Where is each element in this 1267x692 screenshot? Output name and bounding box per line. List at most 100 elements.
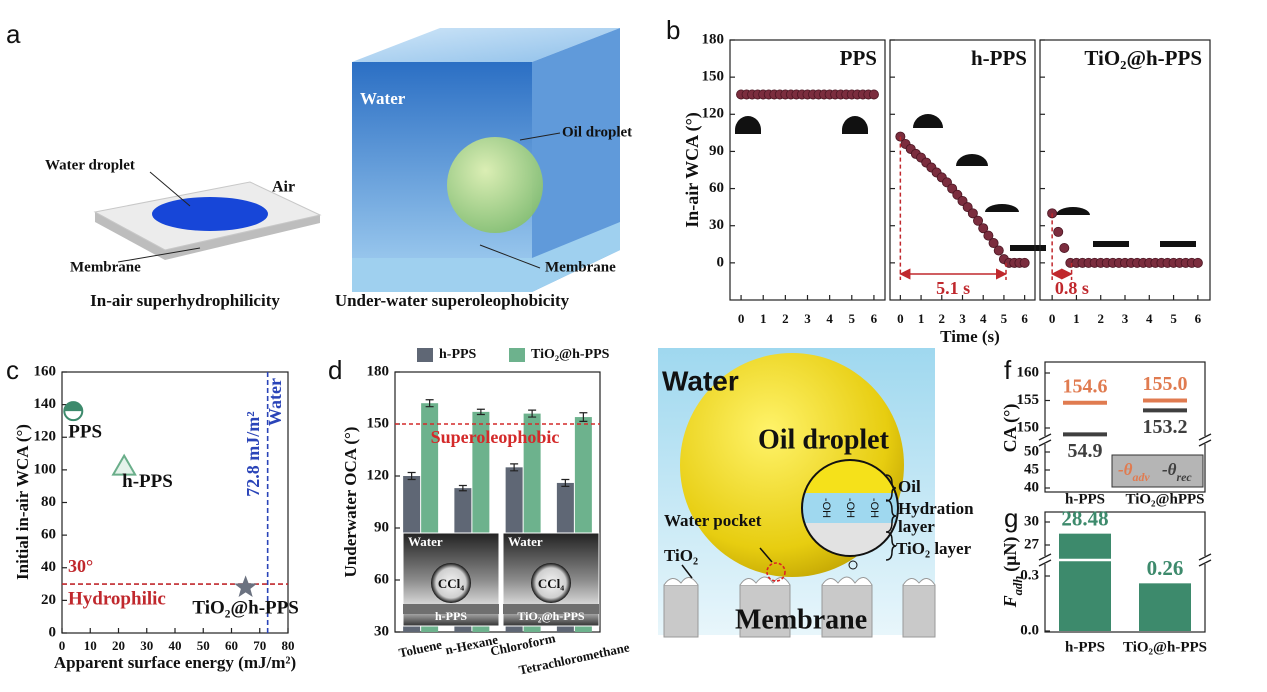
y-tick-label: 30 [1024, 513, 1039, 529]
label: Air [272, 179, 295, 196]
y-tick-label: 60 [374, 571, 389, 587]
x-tick-label: 3 [804, 311, 811, 326]
x-tick-label: 6 [871, 311, 878, 326]
y-tick-label: 20 [41, 592, 56, 608]
x-tick-label: TiO₂@h-PPS [1123, 639, 1207, 655]
data-point [1192, 257, 1203, 268]
axis-break [1038, 553, 1052, 561]
caption: In-air superhydrophilicity [90, 291, 280, 310]
label: -OH [820, 498, 832, 518]
y-tick-label: 150 [367, 415, 390, 431]
x-axis-label: Apparent surface energy (mJ/m²) [54, 653, 296, 672]
y-tick-label: 140 [34, 396, 57, 412]
legend-label: TiO₂@h-PPS [531, 347, 610, 362]
threshold-label: Superoleophobic [431, 427, 560, 447]
axis-break [1198, 433, 1212, 441]
x-tick-label: h-PPS [1065, 491, 1105, 507]
label: Membrane [735, 604, 867, 635]
droplet-icon [956, 154, 988, 166]
droplet-icon [1010, 245, 1046, 251]
y-tick-label: 160 [1017, 364, 1040, 380]
point-label: PPS [68, 422, 102, 443]
error-bar [579, 412, 588, 422]
pillar [821, 584, 873, 638]
label: Water [662, 365, 739, 396]
y-axis-label: CA (°) [1000, 404, 1021, 453]
y-tick-label: 120 [702, 106, 725, 122]
y-axis-label-subscript: adh [1011, 576, 1025, 596]
leader-line [117, 247, 201, 263]
x-tick-label: 30 [140, 638, 153, 653]
inset-sample: h-PPS [435, 609, 467, 623]
water-droplet [152, 197, 268, 231]
facet-frame [729, 39, 886, 301]
y-axis-label: Initial in-air WCA (°) [13, 424, 32, 580]
droplet-icon [1056, 207, 1090, 215]
data-point [63, 401, 84, 422]
inset-droplet [531, 563, 571, 603]
error-bar [407, 471, 416, 481]
panel-letter: b [666, 15, 680, 45]
inset-liquid: CCl₄ [438, 576, 464, 591]
y-tick-label: 30 [709, 217, 724, 233]
y-axis-label-unit: (μN) [1000, 537, 1021, 572]
y-tick-label: 120 [367, 467, 390, 483]
x-tick-label: 70 [253, 638, 266, 653]
x-tick-label: TiO₂@hPPS [1125, 491, 1204, 507]
axis-break [1198, 553, 1212, 561]
axis-break-gap [1202, 436, 1208, 444]
data-point [967, 208, 978, 219]
inset-medium: Water [408, 534, 443, 549]
facet-title: PPS [840, 46, 877, 70]
legend-label-symbol: -θ [1162, 460, 1177, 479]
x-tick-label: 4 [980, 311, 987, 326]
tio2-bumps [663, 576, 936, 586]
y-axis-label: Fadh (μN) [1000, 537, 1025, 609]
annotation: 5.1 s [936, 278, 970, 298]
x-tick-label: h-PPS [1065, 639, 1105, 655]
reference-label: 72.8 mJ/m² [243, 411, 263, 496]
plot-frame [1044, 511, 1206, 633]
y-tick-label: 120 [34, 429, 57, 445]
zoom-origin [848, 560, 858, 570]
x-tick-label: Chloroform [489, 630, 557, 658]
error-bar [425, 399, 434, 408]
axis-break [1198, 559, 1212, 567]
x-tick-label: 5 [1170, 311, 1177, 326]
facet-title: h-PPS [971, 46, 1027, 70]
y-tick-label: 180 [367, 363, 390, 379]
axis-break [1198, 439, 1212, 447]
inset-liquid: CCl₄ [538, 576, 564, 591]
legend-label-subscript: rec [1177, 470, 1193, 484]
x-tick-label: 0 [59, 638, 66, 653]
label: -OH [844, 498, 856, 518]
x-tick-label: 4 [826, 311, 833, 326]
threshold-label: 30° [68, 556, 93, 576]
cube-membrane [352, 222, 620, 292]
x-tick-label: 50 [197, 638, 210, 653]
x-tick-label: 5 [1001, 311, 1008, 326]
x-tick-label: 1 [1073, 311, 1080, 326]
droplet-icon [842, 116, 868, 134]
inset-droplet [431, 563, 471, 603]
marker-fill [234, 575, 258, 598]
x-tick-label: 3 [1122, 311, 1129, 326]
x-tick-label: 0 [897, 311, 904, 326]
value-label: 54.9 [1068, 440, 1103, 462]
y-axis-label: In-air WCA (°) [682, 112, 703, 228]
value-label: 153.2 [1143, 416, 1188, 438]
plot-frame [1044, 361, 1206, 493]
zoom-circle [801, 459, 899, 557]
y-tick-label: 60 [709, 180, 724, 196]
error-bar [510, 463, 519, 472]
panel-letter: g [1004, 503, 1018, 533]
label: TiO₂ [664, 546, 698, 565]
x-tick-label: 80 [282, 638, 295, 653]
y-tick-label: 0.0 [1020, 622, 1039, 638]
data-point [868, 89, 879, 100]
leader-line [519, 132, 561, 141]
x-tick-label: 1 [760, 311, 767, 326]
data-point [993, 245, 1004, 256]
